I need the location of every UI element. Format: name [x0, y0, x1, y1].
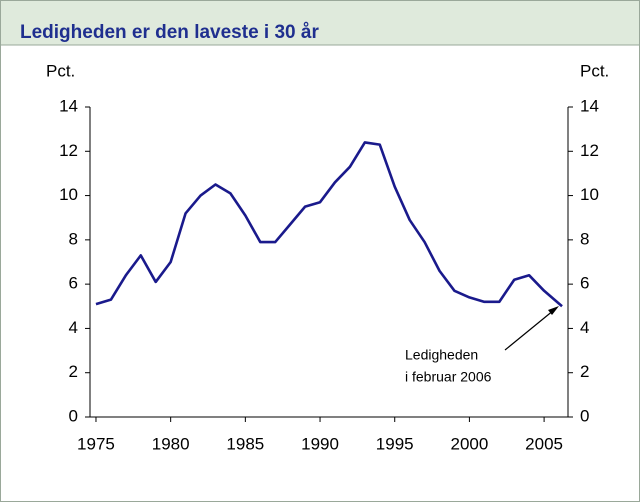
y2-tick-label: 4	[580, 318, 589, 337]
x-tick-label: 1995	[376, 434, 414, 453]
y2-tick-label: 0	[580, 406, 589, 425]
annotation-arrow	[504, 309, 555, 351]
x-tick-label: 1985	[226, 434, 264, 453]
y-tick-label: 10	[59, 185, 78, 204]
y2-tick-label: 14	[580, 96, 599, 115]
y2-tick-label: 2	[580, 362, 589, 381]
x-tick-label: 2000	[450, 434, 488, 453]
y-tick-label: 6	[69, 274, 78, 293]
y-tick-label: 12	[59, 141, 78, 160]
y-tick-label: 2	[69, 362, 78, 381]
y2-axis-label: Pct.	[580, 61, 609, 80]
x-tick-label: 1975	[77, 434, 115, 453]
title-bar	[1, 1, 639, 45]
y2-tick-label: 6	[580, 274, 589, 293]
chart-title: Ledigheden er den laveste i 30 år	[20, 22, 319, 43]
data-line	[95, 141, 563, 308]
x-tick-label: 1990	[301, 434, 339, 453]
y2-tick-label: 12	[580, 141, 599, 160]
y2-tick-label: 10	[580, 185, 599, 204]
y-tick-label: 8	[69, 229, 78, 248]
y-tick-label: 14	[59, 96, 78, 115]
annotation: i februar 2006	[405, 369, 492, 385]
arrow-head	[548, 306, 559, 315]
y-tick-label: 4	[69, 318, 78, 337]
annotation: Ledigheden	[405, 347, 478, 363]
x-tick-label: 2005	[525, 434, 563, 453]
y-tick-label: 0	[69, 406, 78, 425]
y-axis-label: Pct.	[46, 61, 75, 80]
y2-tick-label: 8	[580, 229, 589, 248]
x-tick-label: 1980	[152, 434, 190, 453]
